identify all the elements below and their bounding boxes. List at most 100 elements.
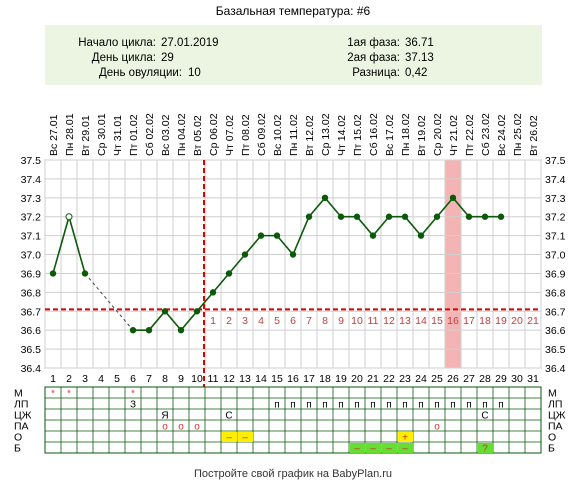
day-number: 30	[511, 373, 523, 385]
day-number: 5	[114, 373, 120, 385]
date-label: Ср 20.02	[432, 113, 444, 156]
data-point	[145, 326, 153, 334]
b-mark: –	[402, 444, 408, 455]
post-ovulation-day-number: 17	[463, 315, 475, 327]
data-point	[305, 213, 313, 220]
date-label: Сб 02.02	[144, 113, 156, 156]
date-label: Вс 24.02	[496, 114, 508, 156]
grid-lines	[44, 159, 542, 369]
pa-mark: o	[194, 422, 200, 433]
y-tick-left: 36.4	[21, 363, 42, 375]
date-label: Сб 09.02	[256, 113, 268, 156]
pa-mark: o	[178, 422, 184, 433]
o-cell	[222, 432, 237, 442]
day-number: 10	[191, 373, 203, 385]
post-ovulation-day-number: 21	[527, 315, 539, 327]
lp-mark: п	[498, 400, 503, 411]
post-ovulation-day-number: 4	[258, 315, 264, 327]
row-label-left: ПА	[14, 421, 29, 433]
data-point	[385, 213, 393, 220]
row-label-left: ЛП	[14, 399, 28, 411]
cz-mark: С	[225, 411, 232, 422]
day-number: 21	[367, 373, 379, 385]
star-mark: *	[67, 389, 71, 400]
day-numbers: 1 2 3 4 5 6 7 8 9 10 11 12 13 14 15 16 17 18 19 20 21 22 23 24 2…	[50, 315, 539, 385]
o-mark: +	[402, 433, 408, 444]
date-label: Сб 23.02	[480, 113, 492, 156]
b-mark: –	[370, 444, 376, 455]
post-ovulation-day-number: 1	[210, 315, 216, 327]
lp-mark: п	[306, 400, 311, 411]
phase1-label: 1ая фаза:	[347, 37, 400, 49]
y-tick-left: 36.8	[21, 287, 42, 299]
ovulation-day-value: 10	[188, 67, 201, 79]
chart-title: Базальная температура: #6	[216, 4, 371, 18]
b-cell	[350, 443, 365, 453]
data-point	[497, 213, 505, 220]
day-number: 8	[162, 373, 168, 385]
date-label: Пн 18.02	[400, 113, 412, 156]
lp-mark: п	[450, 400, 455, 411]
row-label-left: ЦЖ	[14, 410, 32, 422]
day-number: 2	[66, 373, 72, 385]
plot-area	[44, 159, 542, 369]
day-number: 12	[223, 373, 235, 385]
y-tick-right: 36.5	[545, 344, 566, 356]
data-point	[257, 232, 265, 239]
date-label: Пн 04.02	[176, 113, 188, 156]
data-point	[161, 308, 169, 315]
row-label-right: ПА	[548, 421, 563, 433]
day-number: 9	[178, 373, 184, 385]
day-number: 19	[335, 373, 347, 385]
day-number: 31	[527, 373, 539, 385]
data-point	[177, 326, 185, 334]
date-label: Пн 11.02	[288, 114, 300, 156]
date-label: Вс 03.02	[160, 114, 172, 156]
difference-label: Разница:	[352, 67, 400, 79]
phase2-label: 2ая фаза:	[347, 52, 400, 64]
y-tick-left: 37.0	[21, 250, 42, 262]
cz-mark: Я	[161, 411, 168, 422]
cycle-start-value: 27.01.2019	[161, 37, 219, 49]
data-point	[193, 308, 201, 315]
lp-mark: п	[290, 400, 295, 411]
temperature-series	[49, 163, 505, 334]
phase1-value: 36.71	[405, 37, 434, 49]
data-point	[465, 213, 473, 220]
day-number: 22	[383, 373, 395, 385]
b-mark: –	[386, 444, 392, 455]
pa-mark: o	[434, 422, 440, 433]
date-label: Вт 05.02	[192, 115, 204, 156]
lp-mark: п	[322, 400, 327, 411]
data-point-open	[65, 213, 73, 221]
date-label: Чт 31.01	[112, 115, 124, 156]
day-number: 26	[447, 373, 459, 385]
y-tick-right: 36.4	[545, 363, 566, 375]
star-mark: *	[51, 389, 55, 400]
post-ovulation-day-number: 16	[447, 315, 459, 327]
y-tick-left: 36.5	[21, 344, 42, 356]
post-ovulation-day-number: 7	[306, 315, 312, 327]
data-point	[481, 213, 489, 220]
post-ovulation-day-number: 19	[495, 315, 507, 327]
y-tick-left: 37.5	[21, 155, 42, 167]
day-number: 7	[146, 373, 152, 385]
gap-connector	[84, 273, 134, 331]
data-point	[241, 251, 249, 258]
post-ovulation-day-number: 14	[415, 315, 427, 327]
y-tick-left: 36.7	[21, 306, 42, 318]
b-cell	[478, 443, 493, 453]
b-cell	[366, 443, 381, 453]
pa-mark: o	[162, 422, 168, 433]
date-label: Пт 22.02	[464, 114, 476, 156]
o-mark: –	[242, 433, 248, 444]
row-label-right: М	[548, 388, 557, 400]
date-label: Пн 25.02	[512, 113, 524, 156]
day-number: 14	[255, 373, 267, 385]
cycle-start-label: Начало цикла:	[78, 37, 156, 49]
y-tick-left: 36.6	[21, 325, 42, 337]
b-cell	[398, 443, 413, 453]
date-label: Вс 17.02	[384, 114, 396, 156]
data-point	[209, 289, 217, 296]
